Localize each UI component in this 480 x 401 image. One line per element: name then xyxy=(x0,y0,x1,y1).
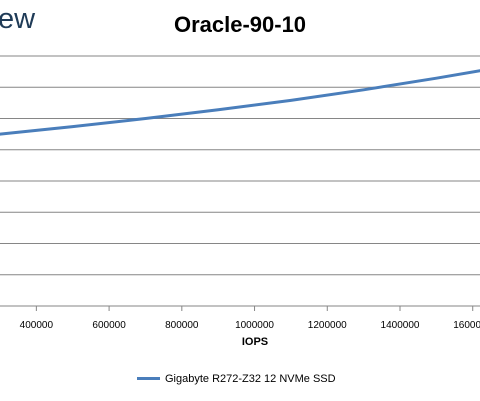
x-tick-labels: 400000 600000 800000 1000000 1200000 1400000 1… xyxy=(20,320,480,331)
x-tick-label: 1200000 xyxy=(308,320,347,331)
x-tick-label: 400000 xyxy=(20,320,54,331)
series-line xyxy=(0,69,480,136)
x-tick-label: 1400000 xyxy=(381,320,420,331)
x-tick-label: 800000 xyxy=(165,320,199,331)
x-tick-label: 1000000 xyxy=(235,320,274,331)
x-axis-title: IOPS xyxy=(241,336,269,348)
legend-label: Gigabyte R272-Z32 12 NVMe SSD xyxy=(165,373,336,385)
legend-swatch xyxy=(137,376,160,380)
chart-title: Oracle-90-10 xyxy=(173,12,307,37)
x-tick-label: 600000 xyxy=(92,320,126,331)
logo-text-fragment: ew xyxy=(0,3,36,35)
x-tick-label: 1600000 xyxy=(453,320,480,331)
series-lines xyxy=(0,69,480,136)
x-axis xyxy=(0,305,480,311)
legend: Gigabyte R272-Z32 12 NVMe SSD xyxy=(137,373,336,387)
gridlines xyxy=(0,55,480,276)
